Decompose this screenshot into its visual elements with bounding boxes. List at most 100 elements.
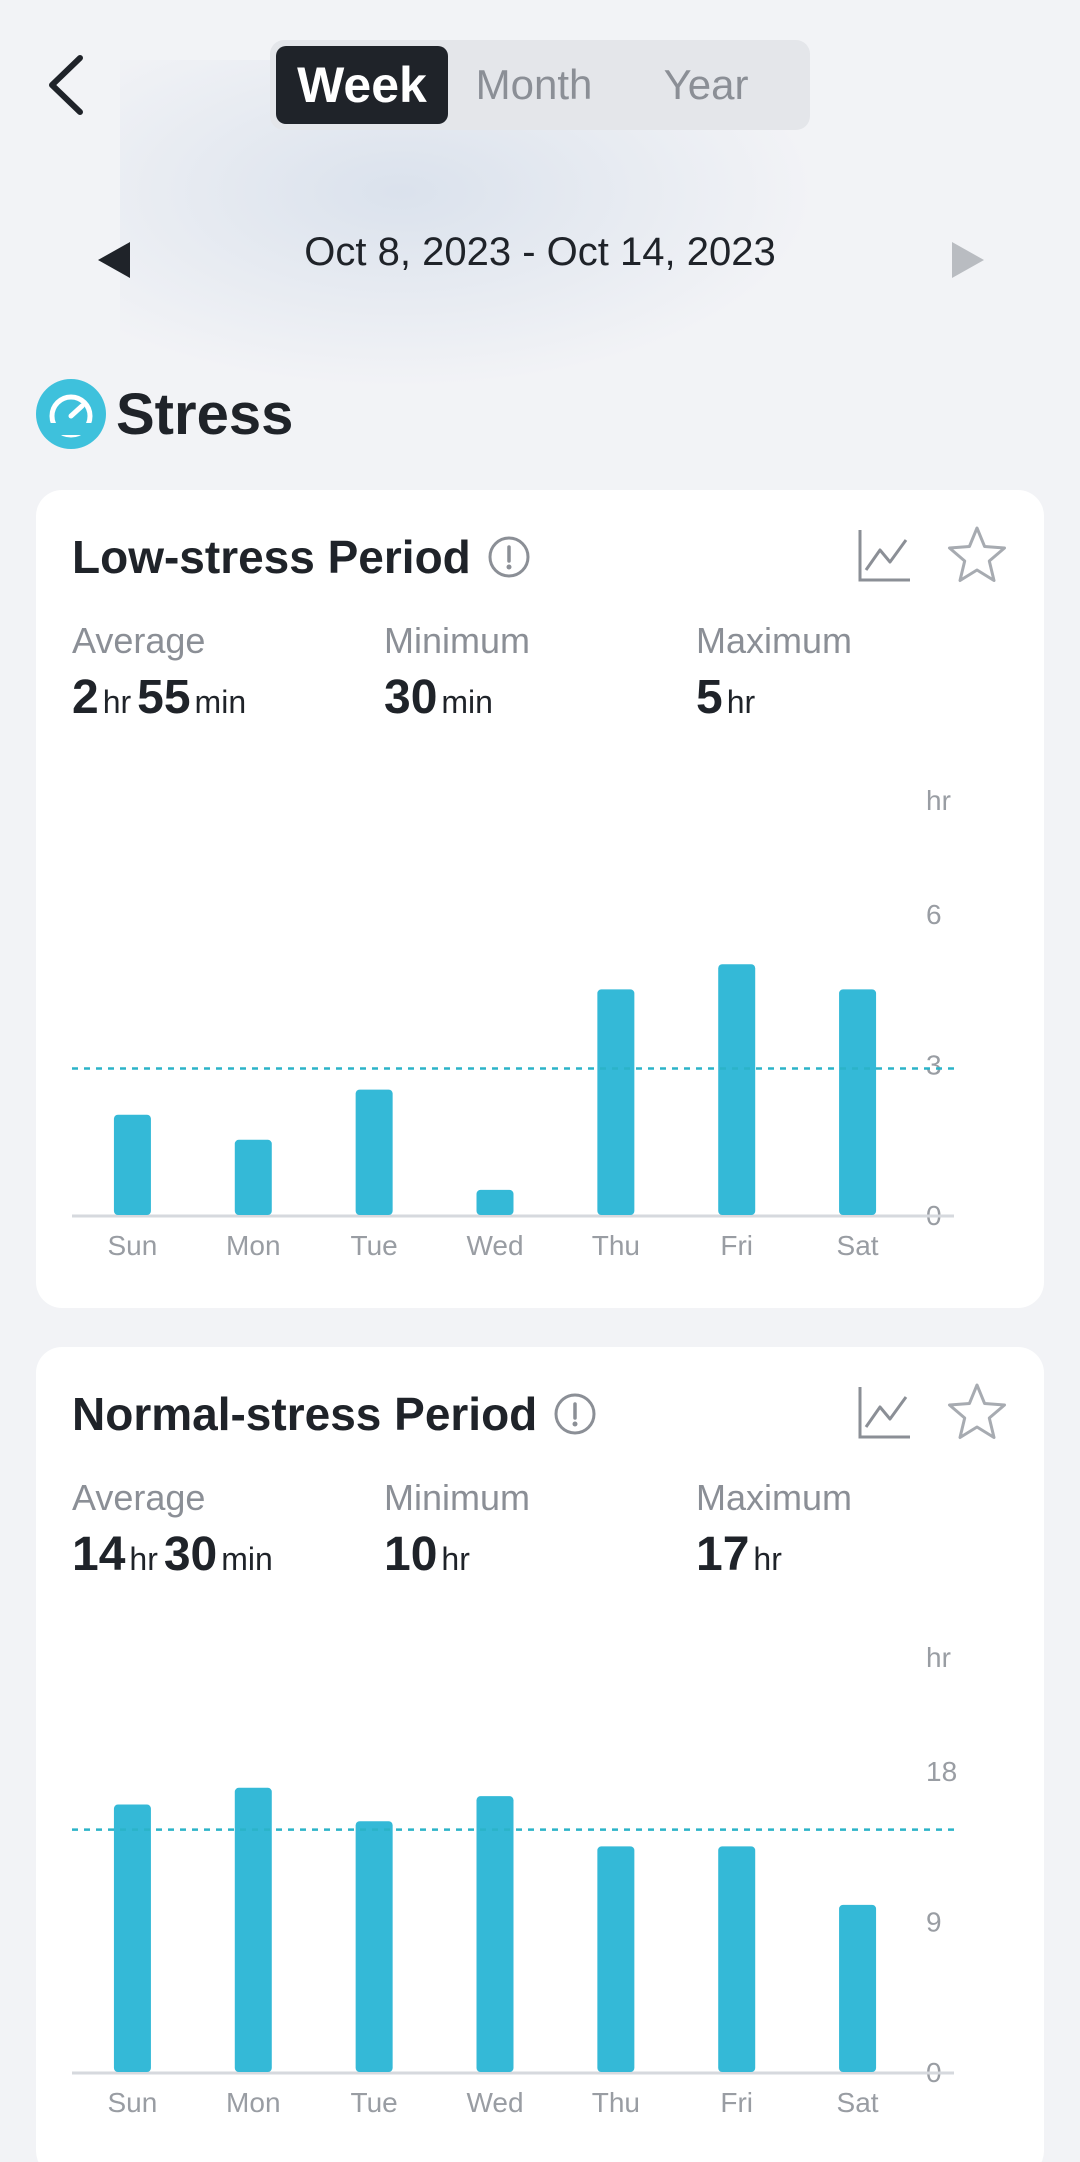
line-chart-icon xyxy=(858,530,910,582)
period-segmented-control: Week Month Year xyxy=(270,40,810,130)
bar xyxy=(355,1089,393,1215)
bar xyxy=(476,1796,514,2072)
stat-label: Maximum xyxy=(696,620,853,661)
favorite-button[interactable] xyxy=(946,1381,1008,1443)
x-tick-label: Wed xyxy=(466,1230,523,1261)
stat-value: 5 hr xyxy=(696,670,1008,725)
favorite-button[interactable] xyxy=(946,524,1008,586)
stat-value: 10 hr xyxy=(384,1527,696,1582)
stat-value: 17 hr xyxy=(696,1527,1008,1582)
stat-minimum: Minimum 10 hr xyxy=(384,1477,696,1582)
stat-maximum: Maximum 17 hr xyxy=(696,1477,1008,1582)
stat-label: Minimum xyxy=(384,1477,531,1518)
stat-value: 2 hr 55 min xyxy=(72,670,384,725)
stat-number: 30 xyxy=(163,1528,218,1581)
bar xyxy=(113,1804,151,2072)
chevron-left-icon xyxy=(49,55,83,115)
x-tick-label: Tue xyxy=(351,2087,398,2118)
bar xyxy=(234,1139,272,1215)
stat-number: 14 xyxy=(72,1528,126,1581)
tab-year[interactable]: Year xyxy=(663,61,749,108)
previous-week-button[interactable] xyxy=(88,230,148,290)
low-stress-bar-chart: hr036SunMonTueWedThuFriSat xyxy=(72,785,954,1261)
bar xyxy=(839,989,877,1215)
triangle-right-icon xyxy=(952,242,984,278)
bar xyxy=(718,1846,756,2072)
card-title-text: Normal-stress Period xyxy=(72,1388,538,1440)
x-tick-label: Fri xyxy=(720,1230,753,1261)
stat-value: 14 hr 30 min xyxy=(72,1527,384,1582)
stat-unit: hr xyxy=(441,1541,470,1577)
y-tick-label: 3 xyxy=(926,1050,942,1081)
star-icon xyxy=(948,1383,1006,1439)
stat-label: Maximum xyxy=(696,1477,853,1518)
stat-number: 17 xyxy=(696,1528,750,1581)
y-axis-unit-label: hr xyxy=(926,1642,951,1673)
tab-month[interactable]: Month xyxy=(475,61,593,108)
bar xyxy=(597,989,635,1215)
x-tick-label: Thu xyxy=(592,1230,640,1261)
stat-number: 5 xyxy=(696,671,723,724)
y-tick-label: 18 xyxy=(926,1756,957,1787)
stat-unit: hr xyxy=(102,684,132,720)
x-tick-label: Mon xyxy=(226,2087,280,2118)
stat-unit: hr xyxy=(753,1541,782,1577)
bar xyxy=(839,1904,877,2072)
x-tick-label: Tue xyxy=(351,1230,398,1261)
stress-gauge-icon xyxy=(36,379,106,449)
stat-label: Minimum xyxy=(384,620,531,661)
bar xyxy=(476,1189,514,1215)
bar xyxy=(597,1846,635,2072)
line-chart-icon xyxy=(858,1387,910,1439)
x-tick-label: Sat xyxy=(837,1230,879,1261)
tab-week[interactable]: Week xyxy=(276,46,448,124)
low-stress-card: Low-stress Period Average 2 hr 55 min Minim… xyxy=(36,490,1044,1308)
triangle-left-icon xyxy=(98,242,130,278)
normal-stress-bar-chart: hr0918SunMonTueWedThuFriSat xyxy=(72,1642,957,2118)
info-icon[interactable] xyxy=(487,535,531,579)
x-tick-label: Wed xyxy=(466,2087,523,2118)
stats-row: Average 2 hr 55 min Minimum 30 min Maximum 5… xyxy=(72,620,1008,725)
y-tick-label: 9 xyxy=(926,1907,942,1938)
trend-chart-button[interactable] xyxy=(854,1383,914,1443)
stat-value: 30 min xyxy=(384,670,696,725)
bar xyxy=(234,1787,272,2072)
x-tick-label: Fri xyxy=(720,2087,753,2118)
stat-unit: hr xyxy=(726,684,756,720)
stat-label: Average xyxy=(72,620,206,661)
stat-number: 30 xyxy=(384,671,438,724)
card-title: Low-stress Period xyxy=(72,530,531,584)
section-header: Stress xyxy=(36,376,293,452)
stat-number: 2 xyxy=(72,671,99,724)
trend-chart-button[interactable] xyxy=(854,526,914,586)
date-navigator: Oct 8, 2023 - Oct 14, 2023 xyxy=(0,220,1080,300)
x-tick-label: Thu xyxy=(592,2087,640,2118)
stat-unit: min xyxy=(221,1541,273,1577)
stat-maximum: Maximum 5 hr xyxy=(696,620,1008,725)
star-icon xyxy=(948,526,1006,582)
section-title: Stress xyxy=(116,381,294,447)
stat-number: 55 xyxy=(137,671,191,724)
date-range-label: Oct 8, 2023 - Oct 14, 2023 xyxy=(304,230,776,274)
stat-number: 10 xyxy=(384,1528,438,1581)
x-tick-label: Sun xyxy=(108,2087,158,2118)
card-title: Normal-stress Period xyxy=(72,1387,597,1441)
bar xyxy=(113,1114,151,1215)
x-tick-label: Mon xyxy=(226,1230,280,1261)
next-week-button[interactable] xyxy=(940,230,1000,290)
x-tick-label: Sat xyxy=(837,2087,879,2118)
card-title-text: Low-stress Period xyxy=(72,531,471,583)
stat-average: Average 2 hr 55 min xyxy=(72,620,384,725)
stat-unit: min xyxy=(441,684,493,720)
bar xyxy=(718,964,756,1215)
stat-average: Average 14 hr 30 min xyxy=(72,1477,384,1582)
x-tick-label: Sun xyxy=(108,1230,158,1261)
normal-stress-card: Normal-stress Period Average 14 hr 30 min M… xyxy=(36,1347,1044,2162)
back-button[interactable] xyxy=(40,50,96,120)
info-icon[interactable] xyxy=(553,1392,597,1436)
y-tick-label: 6 xyxy=(926,899,942,930)
stats-row: Average 14 hr 30 min Minimum 10 hr Maximum 1… xyxy=(72,1477,1008,1582)
stat-unit: hr xyxy=(129,1541,158,1577)
stat-label: Average xyxy=(72,1477,206,1518)
stat-minimum: Minimum 30 min xyxy=(384,620,696,725)
